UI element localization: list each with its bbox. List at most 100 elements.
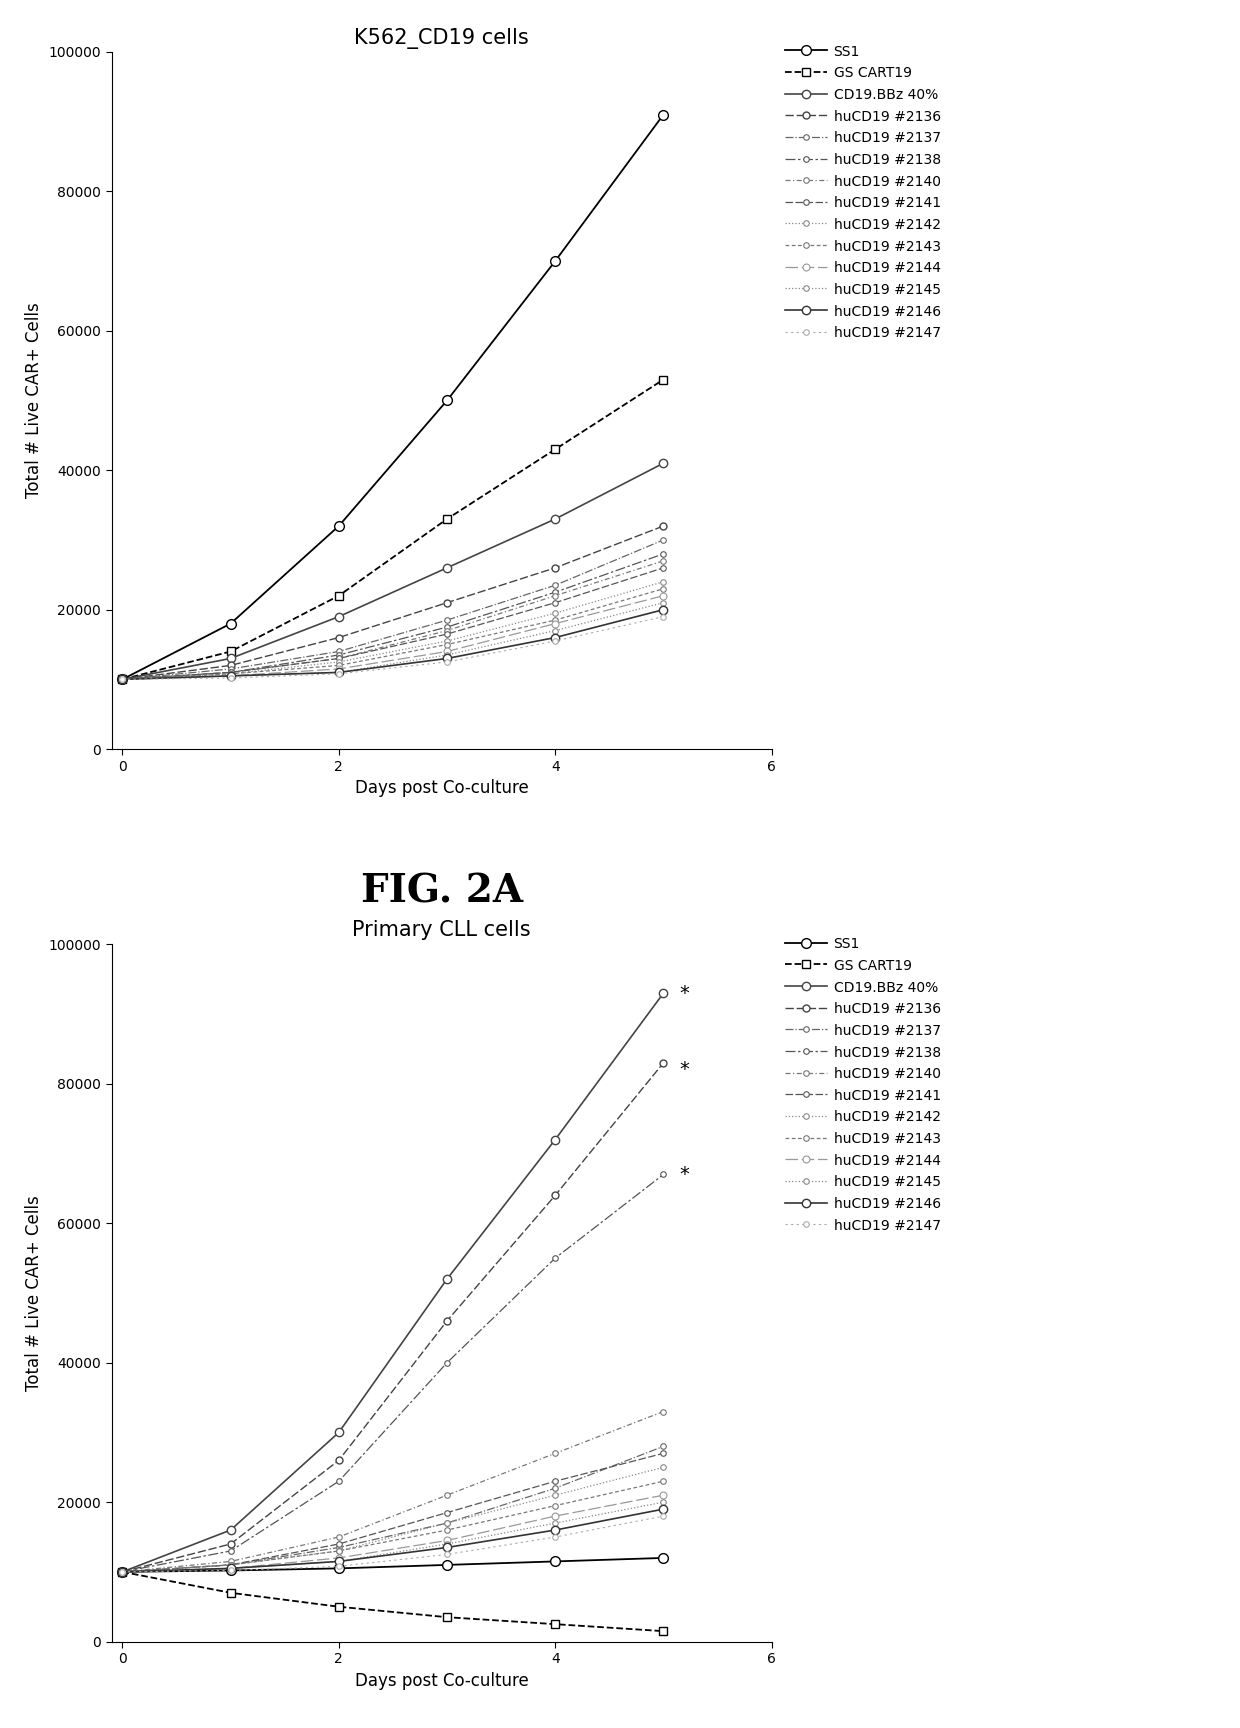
huCD19 #2144 [440,641,455,662]
huCD19 #2142 [440,1512,455,1533]
huCD19 #2137 [548,1477,563,1498]
huCD19 #2142 [223,1555,238,1576]
huCD19 #2140 [115,1562,130,1583]
CD19.BBz 40% [656,983,671,1004]
huCD19 #2147 [223,667,238,688]
huCD19 #2142 [656,1457,671,1477]
GS CART19 [548,439,563,460]
SS1 [440,1555,455,1576]
huCD19 #2146 [115,1562,130,1583]
Text: FIG. 2A: FIG. 2A [361,873,523,911]
huCD19 #2145 [440,645,455,665]
SS1 [656,1548,671,1569]
Text: *: * [680,1061,689,1080]
huCD19 #2146 [548,627,563,648]
huCD19 #2140 [548,1443,563,1464]
Line: huCD19 #2136: huCD19 #2136 [119,522,667,683]
huCD19 #2138 [115,669,130,689]
huCD19 #2147 [331,1555,346,1576]
huCD19 #2140 [115,669,130,689]
huCD19 #2147 [548,631,563,651]
Legend: SS1, GS CART19, CD19.BBz 40%, huCD19 #2136, huCD19 #2137, huCD19 #2138, huCD19 #: SS1, GS CART19, CD19.BBz 40%, huCD19 #21… [785,937,941,1232]
huCD19 #2145 [223,1559,238,1579]
huCD19 #2137 [548,575,563,596]
huCD19 #2138 [440,617,455,638]
Line: huCD19 #2140: huCD19 #2140 [119,1408,666,1574]
huCD19 #2136 [115,1562,130,1583]
huCD19 #2136 [223,655,238,676]
huCD19 #2143 [331,1541,346,1562]
huCD19 #2143 [440,1519,455,1540]
huCD19 #2145 [223,665,238,686]
huCD19 #2146 [656,600,671,620]
huCD19 #2141 [656,1443,671,1464]
SS1 [548,251,563,271]
huCD19 #2137 [115,669,130,689]
huCD19 #2141 [115,669,130,689]
Line: huCD19 #2145: huCD19 #2145 [119,600,666,683]
huCD19 #2145 [115,669,130,689]
Line: huCD19 #2142: huCD19 #2142 [119,1465,666,1574]
GS CART19 [223,641,238,662]
huCD19 #2147 [656,1505,671,1526]
Y-axis label: Total # Live CAR+ Cells: Total # Live CAR+ Cells [25,1196,43,1391]
huCD19 #2136 [548,1185,563,1206]
huCD19 #2144 [115,1562,130,1583]
huCD19 #2146 [331,662,346,683]
huCD19 #2137 [223,1555,238,1576]
CD19.BBz 40% [548,1128,563,1149]
Line: huCD19 #2146: huCD19 #2146 [118,605,667,684]
GS CART19 [115,1562,130,1583]
huCD19 #2141 [223,1555,238,1576]
Line: huCD19 #2137: huCD19 #2137 [119,537,666,683]
GS CART19 [656,370,671,391]
huCD19 #2142 [331,1541,346,1562]
huCD19 #2141 [223,662,238,683]
Line: GS CART19: GS CART19 [118,1567,667,1635]
huCD19 #2142 [656,572,671,593]
huCD19 #2143 [223,664,238,684]
huCD19 #2140 [440,1484,455,1505]
Line: huCD19 #2147: huCD19 #2147 [119,613,666,683]
huCD19 #2145 [115,1562,130,1583]
huCD19 #2140 [331,1526,346,1547]
huCD19 #2146 [331,1552,346,1572]
huCD19 #2143 [223,1555,238,1576]
huCD19 #2141 [548,593,563,613]
huCD19 #2136 [331,627,346,648]
huCD19 #2141 [440,624,455,645]
huCD19 #2136 [656,515,671,536]
CD19.BBz 40% [440,1268,455,1289]
huCD19 #2143 [115,669,130,689]
huCD19 #2138 [656,1165,671,1185]
huCD19 #2146 [656,1498,671,1519]
huCD19 #2146 [548,1519,563,1540]
Line: huCD19 #2137: huCD19 #2137 [119,1443,666,1574]
Line: huCD19 #2144: huCD19 #2144 [119,593,667,683]
CD19.BBz 40% [223,1519,238,1540]
huCD19 #2145 [331,662,346,683]
huCD19 #2141 [115,1562,130,1583]
huCD19 #2144 [115,669,130,689]
huCD19 #2142 [331,651,346,672]
CD19.BBz 40% [656,453,671,473]
huCD19 #2145 [548,1512,563,1533]
huCD19 #2142 [440,631,455,651]
huCD19 #2138 [331,1471,346,1491]
huCD19 #2144 [656,586,671,607]
CD19.BBz 40% [223,648,238,669]
huCD19 #2138 [115,1562,130,1583]
CD19.BBz 40% [548,508,563,529]
huCD19 #2145 [548,620,563,641]
CD19.BBz 40% [331,607,346,627]
SS1 [656,104,671,124]
X-axis label: Days post Co-culture: Days post Co-culture [355,779,528,797]
huCD19 #2142 [115,669,130,689]
Line: SS1: SS1 [118,111,668,684]
huCD19 #2144 [223,1559,238,1579]
huCD19 #2143 [331,655,346,676]
SS1 [115,669,130,689]
huCD19 #2144 [331,658,346,679]
huCD19 #2144 [331,1548,346,1569]
huCD19 #2137 [440,1512,455,1533]
